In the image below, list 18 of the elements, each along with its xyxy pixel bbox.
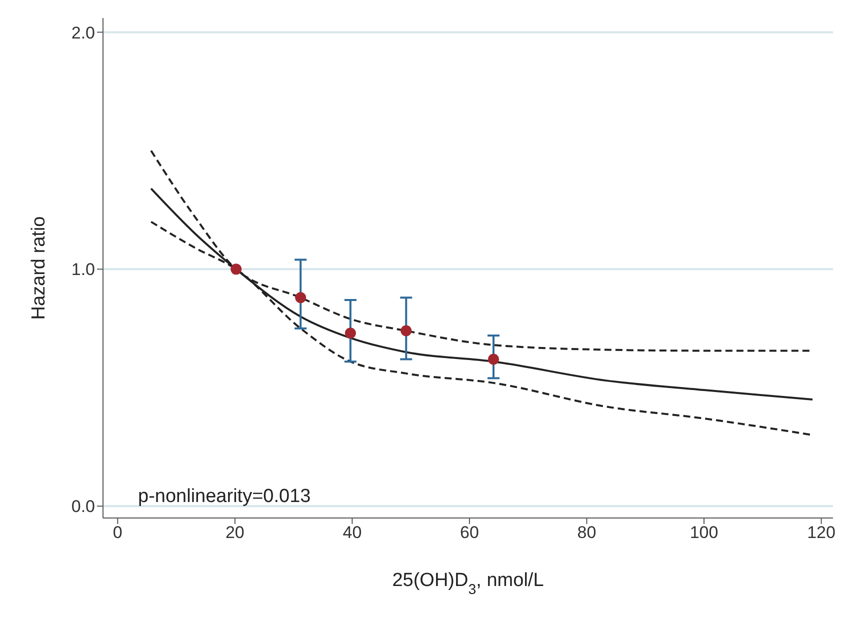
- x-tick-label: 120: [807, 523, 836, 542]
- point: [344, 328, 356, 339]
- y-tick-label: 0.0: [71, 497, 95, 516]
- point: [488, 354, 500, 365]
- point: [295, 292, 306, 304]
- x-tick-label: 0: [112, 523, 122, 542]
- x-axis-title: 25(OH)D$_{3}$, nmol/L: [392, 570, 544, 598]
- point: [230, 264, 242, 275]
- y-tick-label: 2.0: [71, 23, 95, 42]
- x-tick-label: 80: [577, 523, 596, 542]
- x-tick-label: 20: [225, 523, 244, 542]
- x-tick-label: 40: [342, 523, 362, 542]
- x-tick-label: 60: [460, 523, 479, 542]
- annotation: p-nonlinearity=0.013: [138, 486, 311, 508]
- y-tick-label: 1.0: [71, 260, 95, 280]
- point: [400, 325, 412, 336]
- y-axis-title: Hazard ratio: [28, 216, 50, 320]
- x-tick-label: 100: [690, 523, 718, 542]
